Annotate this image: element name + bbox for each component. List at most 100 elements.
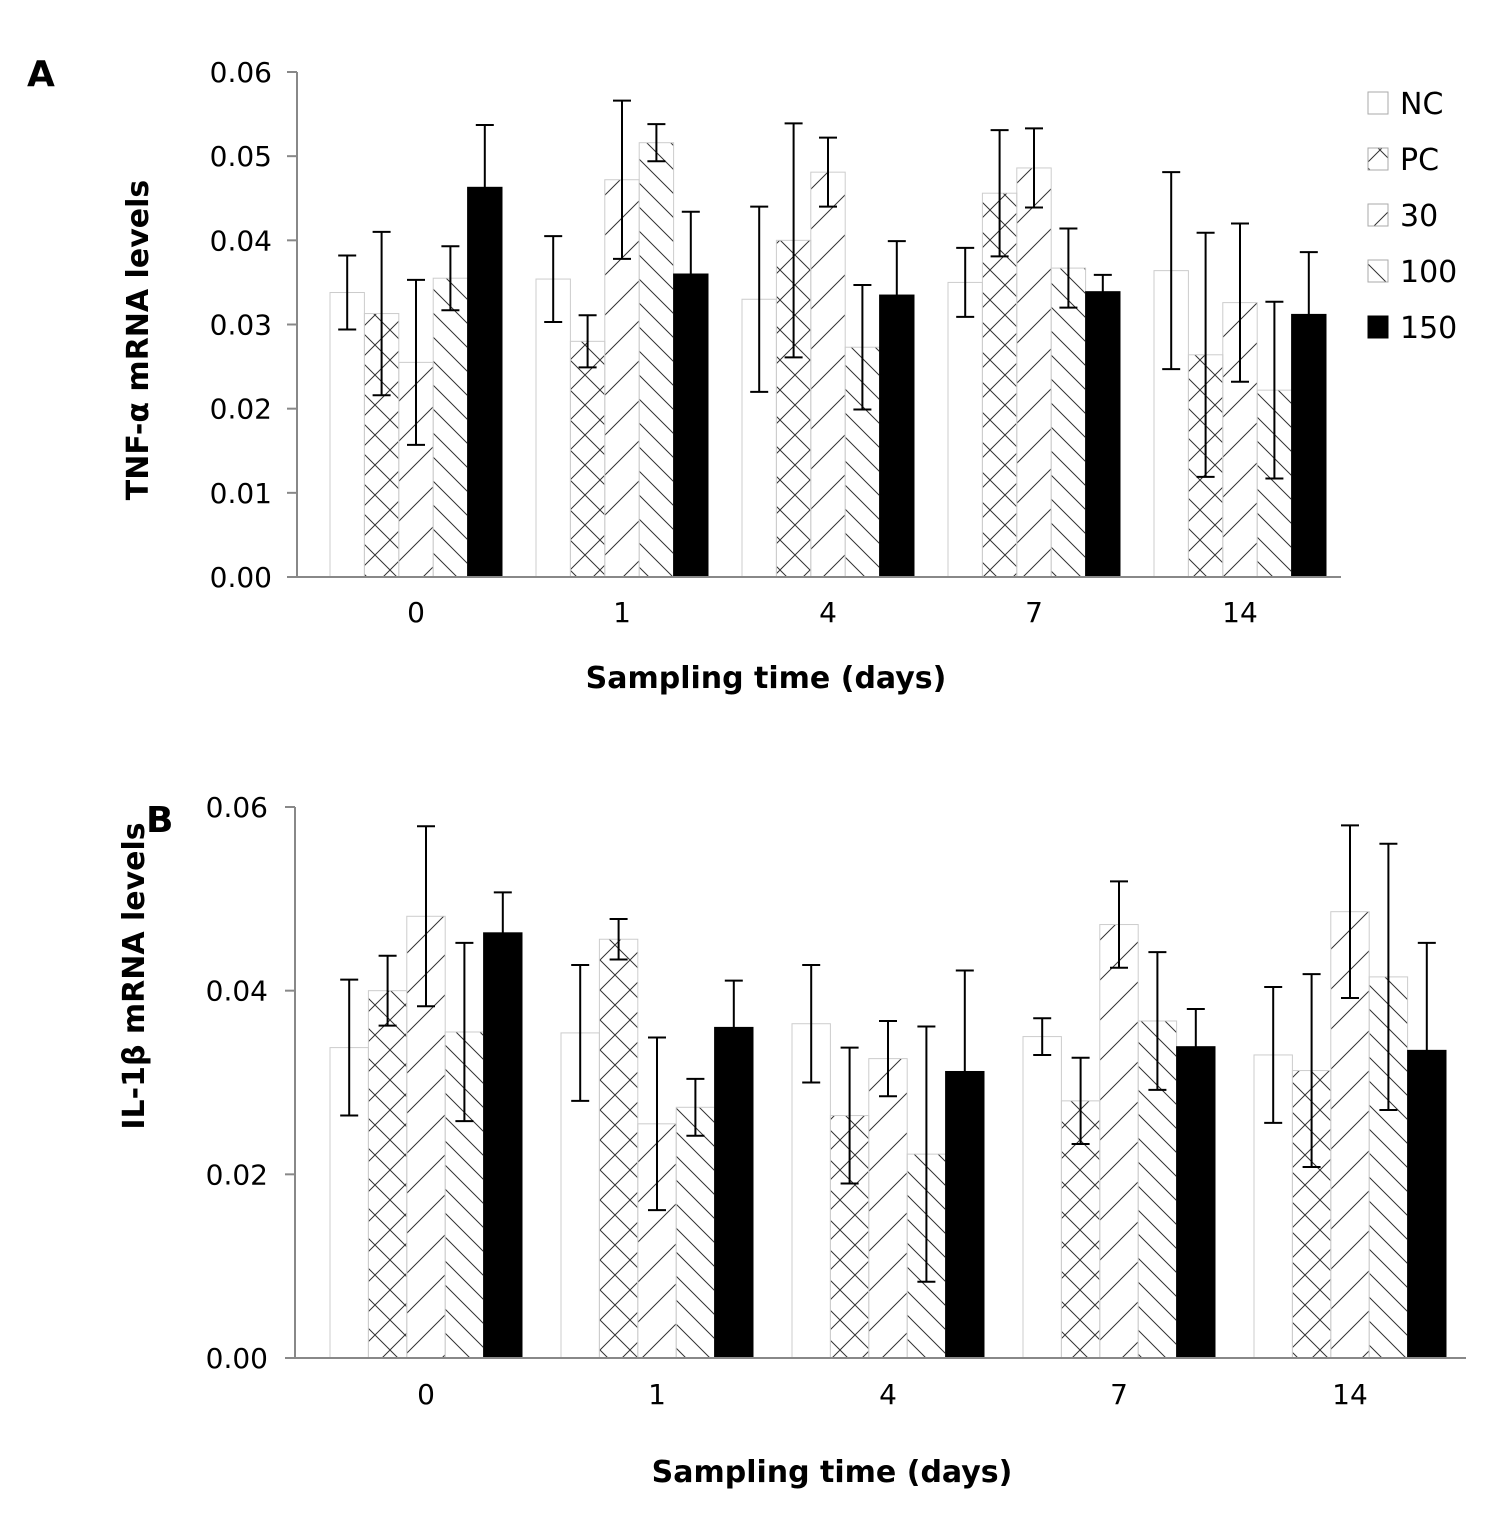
bar-a-30-day-4 xyxy=(810,171,846,578)
error-bar-a-100-day-14 xyxy=(1265,300,1284,480)
error-bar-a-nc-day-0 xyxy=(338,254,357,331)
panel-b: 0.000.020.040.060 1 4 7 14 IL-1β mRNA levels… xyxy=(117,791,1466,1490)
legend-label-150: 150 xyxy=(1400,311,1457,346)
legend-label-nc: NC xyxy=(1400,87,1443,122)
bar-b-pc-day-0 xyxy=(367,990,408,1359)
bar-a-nc-day-7 xyxy=(947,281,983,578)
error-bar-a-150-day-1 xyxy=(681,210,700,338)
bar-b-100-day-1 xyxy=(675,1106,716,1359)
legend-swatch-pc xyxy=(1367,147,1389,171)
bar-a-100-day-1 xyxy=(638,142,675,578)
y-tick-label-b: 0.02 xyxy=(206,1158,268,1191)
y-axis-title-a: TNF-α mRNA levels xyxy=(121,180,156,500)
bar-b-nc-day-7 xyxy=(1022,1036,1062,1359)
bar-a-100-day-7 xyxy=(1050,267,1087,578)
bar-b-150-day-1 xyxy=(714,1026,754,1359)
error-bar-b-30-day-14 xyxy=(1341,824,1359,1000)
error-bar-b-100-day-1 xyxy=(686,1077,705,1137)
x-axis-title-b: Sampling time (days) xyxy=(652,1455,1013,1490)
bar-a-nc-day-0 xyxy=(329,292,365,578)
x-tick-label-b: 1 xyxy=(648,1378,666,1411)
error-bar-a-30-day-14 xyxy=(1231,222,1249,383)
plot-area-b: 0.000.020.040.060 1 4 7 14 xyxy=(206,791,1466,1411)
legend-label-pc: PC xyxy=(1400,143,1439,178)
error-bar-b-30-day-4 xyxy=(879,1019,897,1098)
legend-swatch-100 xyxy=(1367,259,1389,283)
error-bar-b-150-day-7 xyxy=(1186,1008,1205,1086)
legend-label-100: 100 xyxy=(1400,255,1457,290)
error-bar-b-nc-day-0 xyxy=(340,978,359,1117)
error-bar-a-nc-day-1 xyxy=(544,235,563,323)
error-bar-a-30-day-7 xyxy=(1025,127,1043,209)
x-tick-label-a: 1 xyxy=(613,596,631,629)
error-bar-b-100-day-4 xyxy=(917,1025,936,1283)
x-tick-label-b: 7 xyxy=(1110,1378,1128,1411)
error-bar-a-30-day-0 xyxy=(407,278,425,446)
y-tick-label-a: 0.05 xyxy=(210,140,272,173)
error-bar-b-30-day-1 xyxy=(648,1036,666,1212)
error-bar-b-nc-day-14 xyxy=(1264,985,1283,1124)
error-bar-a-pc-day-0 xyxy=(372,230,391,397)
error-bar-a-100-day-0 xyxy=(441,245,460,312)
error-bar-a-150-day-14 xyxy=(1299,251,1318,378)
error-bar-b-pc-day-0 xyxy=(378,954,397,1027)
x-tick-label-a: 14 xyxy=(1222,596,1258,629)
y-tick-label-a: 0.01 xyxy=(210,477,272,510)
bar-a-nc-day-1 xyxy=(535,278,571,578)
error-bar-a-150-day-0 xyxy=(475,124,494,251)
error-bar-b-150-day-4 xyxy=(955,969,974,1174)
bar-b-150-day-7 xyxy=(1176,1046,1216,1359)
error-bar-b-pc-day-1 xyxy=(609,918,628,961)
error-bar-a-pc-day-1 xyxy=(578,314,597,369)
error-bar-b-30-day-0 xyxy=(417,825,435,1008)
panel-letter-b: B xyxy=(146,800,173,841)
x-tick-label-a: 7 xyxy=(1025,596,1043,629)
x-axis-title-a: Sampling time (days) xyxy=(586,661,947,696)
panel-letter-a: A xyxy=(27,54,55,95)
error-bar-a-nc-day-7 xyxy=(956,246,975,318)
legend-label-30: 30 xyxy=(1400,199,1438,234)
error-bar-b-100-day-14 xyxy=(1379,842,1398,1112)
error-bar-b-150-day-0 xyxy=(493,891,512,975)
legend: NC PC 30 100 150 xyxy=(1367,87,1457,346)
error-bar-b-pc-day-14 xyxy=(1302,973,1321,1168)
error-bar-a-150-day-7 xyxy=(1093,273,1112,310)
bar-a-30-day-7 xyxy=(1016,167,1052,578)
error-bar-b-nc-day-7 xyxy=(1033,1017,1052,1056)
error-bar-b-150-day-14 xyxy=(1417,941,1436,1159)
bar-a-150-day-7 xyxy=(1085,291,1121,578)
bar-a-pc-day-1 xyxy=(569,340,606,578)
error-bar-a-150-day-4 xyxy=(887,240,906,350)
y-tick-label-b: 0.04 xyxy=(206,975,268,1008)
bar-b-30-day-4 xyxy=(868,1058,908,1359)
x-tick-label-b: 14 xyxy=(1332,1378,1368,1411)
bar-b-pc-day-1 xyxy=(598,938,639,1359)
y-tick-label-b: 0.06 xyxy=(206,791,268,824)
error-bar-a-100-day-4 xyxy=(853,283,872,411)
x-tick-label-b: 4 xyxy=(879,1378,897,1411)
error-bar-b-pc-day-7 xyxy=(1071,1056,1090,1146)
error-bar-b-pc-day-4 xyxy=(840,1046,859,1185)
error-bar-b-150-day-1 xyxy=(724,979,743,1076)
bar-b-150-day-0 xyxy=(483,932,523,1359)
error-bar-b-nc-day-4 xyxy=(802,963,821,1084)
error-bar-b-100-day-0 xyxy=(455,941,474,1123)
x-tick-label-a: 4 xyxy=(819,596,837,629)
y-tick-label-a: 0.00 xyxy=(210,561,272,594)
error-bar-a-pc-day-7 xyxy=(990,129,1009,258)
y-axis-title-b: IL-1β mRNA levels xyxy=(117,822,152,1129)
error-bar-a-100-day-1 xyxy=(647,123,666,163)
bar-a-150-day-0 xyxy=(467,186,503,578)
error-bar-b-nc-day-1 xyxy=(571,963,590,1102)
error-bar-a-pc-day-14 xyxy=(1196,231,1215,478)
x-tick-label-b: 0 xyxy=(417,1378,435,1411)
error-bar-b-30-day-7 xyxy=(1110,880,1128,969)
bar-b-30-day-7 xyxy=(1099,924,1139,1359)
legend-swatch-nc xyxy=(1367,91,1389,115)
x-tick-label-a: 0 xyxy=(407,596,425,629)
error-bar-a-30-day-4 xyxy=(819,136,837,208)
panel-a: A 0.000.010.020.030.040.050.060 1 4 7 14 TNF… xyxy=(27,54,1341,696)
y-tick-label-a: 0.06 xyxy=(210,56,272,89)
plot-area-a: 0.000.010.020.030.040.050.060 1 4 7 14 xyxy=(210,56,1341,629)
